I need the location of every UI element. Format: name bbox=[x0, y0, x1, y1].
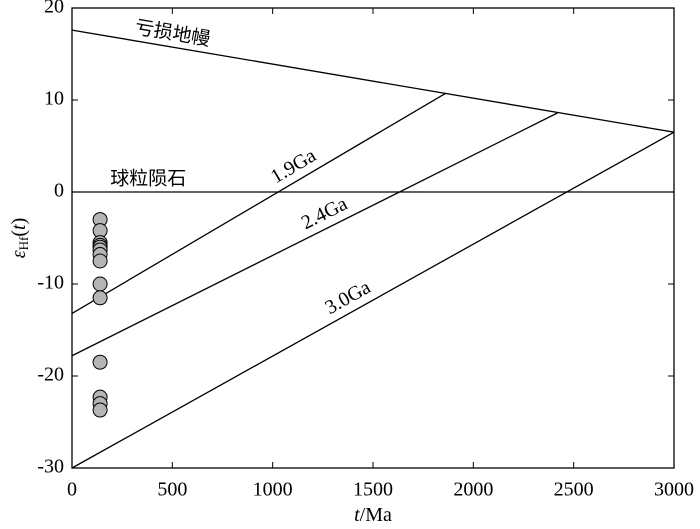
data-point bbox=[92, 354, 108, 370]
data-point bbox=[92, 402, 108, 418]
y-tick-label: 10 bbox=[44, 88, 64, 110]
y-label-part: ) bbox=[8, 218, 30, 225]
x-tick-label: 2500 bbox=[554, 479, 594, 501]
x-label-part: /Ma bbox=[360, 504, 392, 526]
y-tick-label: 20 bbox=[44, 0, 64, 18]
line-label: 3.0Ga bbox=[321, 276, 374, 319]
x-tick-label: 500 bbox=[157, 479, 187, 501]
y-tick-label: -10 bbox=[37, 272, 64, 294]
x-tick-label: 1500 bbox=[353, 479, 393, 501]
line-label: 1.9Ga bbox=[267, 144, 320, 188]
evolution-line bbox=[71, 92, 446, 315]
y-tick-label: -20 bbox=[37, 364, 64, 386]
x-tick-label: 2000 bbox=[453, 479, 493, 501]
line-label: 亏损地幔 bbox=[133, 16, 212, 50]
data-point bbox=[92, 253, 108, 269]
x-tick-label: 3000 bbox=[654, 479, 694, 501]
x-tick-label: 1000 bbox=[253, 479, 293, 501]
x-axis-label: t/Ma bbox=[354, 504, 392, 526]
line-label: 2.4Ga bbox=[298, 193, 351, 234]
y-label-part: t bbox=[8, 224, 30, 230]
y-label-part: ε bbox=[8, 250, 30, 258]
y-axis-label: εHf(t) bbox=[8, 218, 31, 259]
data-point bbox=[92, 290, 108, 306]
evolution-line bbox=[71, 29, 675, 133]
x-label-part: t bbox=[354, 504, 360, 526]
evolution-line bbox=[71, 112, 558, 357]
y-label-part: ( bbox=[8, 230, 30, 237]
x-tick-label: 0 bbox=[67, 479, 77, 501]
evolution-line bbox=[71, 131, 675, 469]
y-tick-label: 0 bbox=[54, 180, 64, 202]
y-tick-label: -30 bbox=[37, 456, 64, 478]
plot-frame bbox=[71, 7, 675, 469]
line-label: 球粒陨石 bbox=[110, 168, 186, 190]
data-point bbox=[92, 276, 108, 292]
y-label-part: Hf bbox=[16, 236, 31, 250]
